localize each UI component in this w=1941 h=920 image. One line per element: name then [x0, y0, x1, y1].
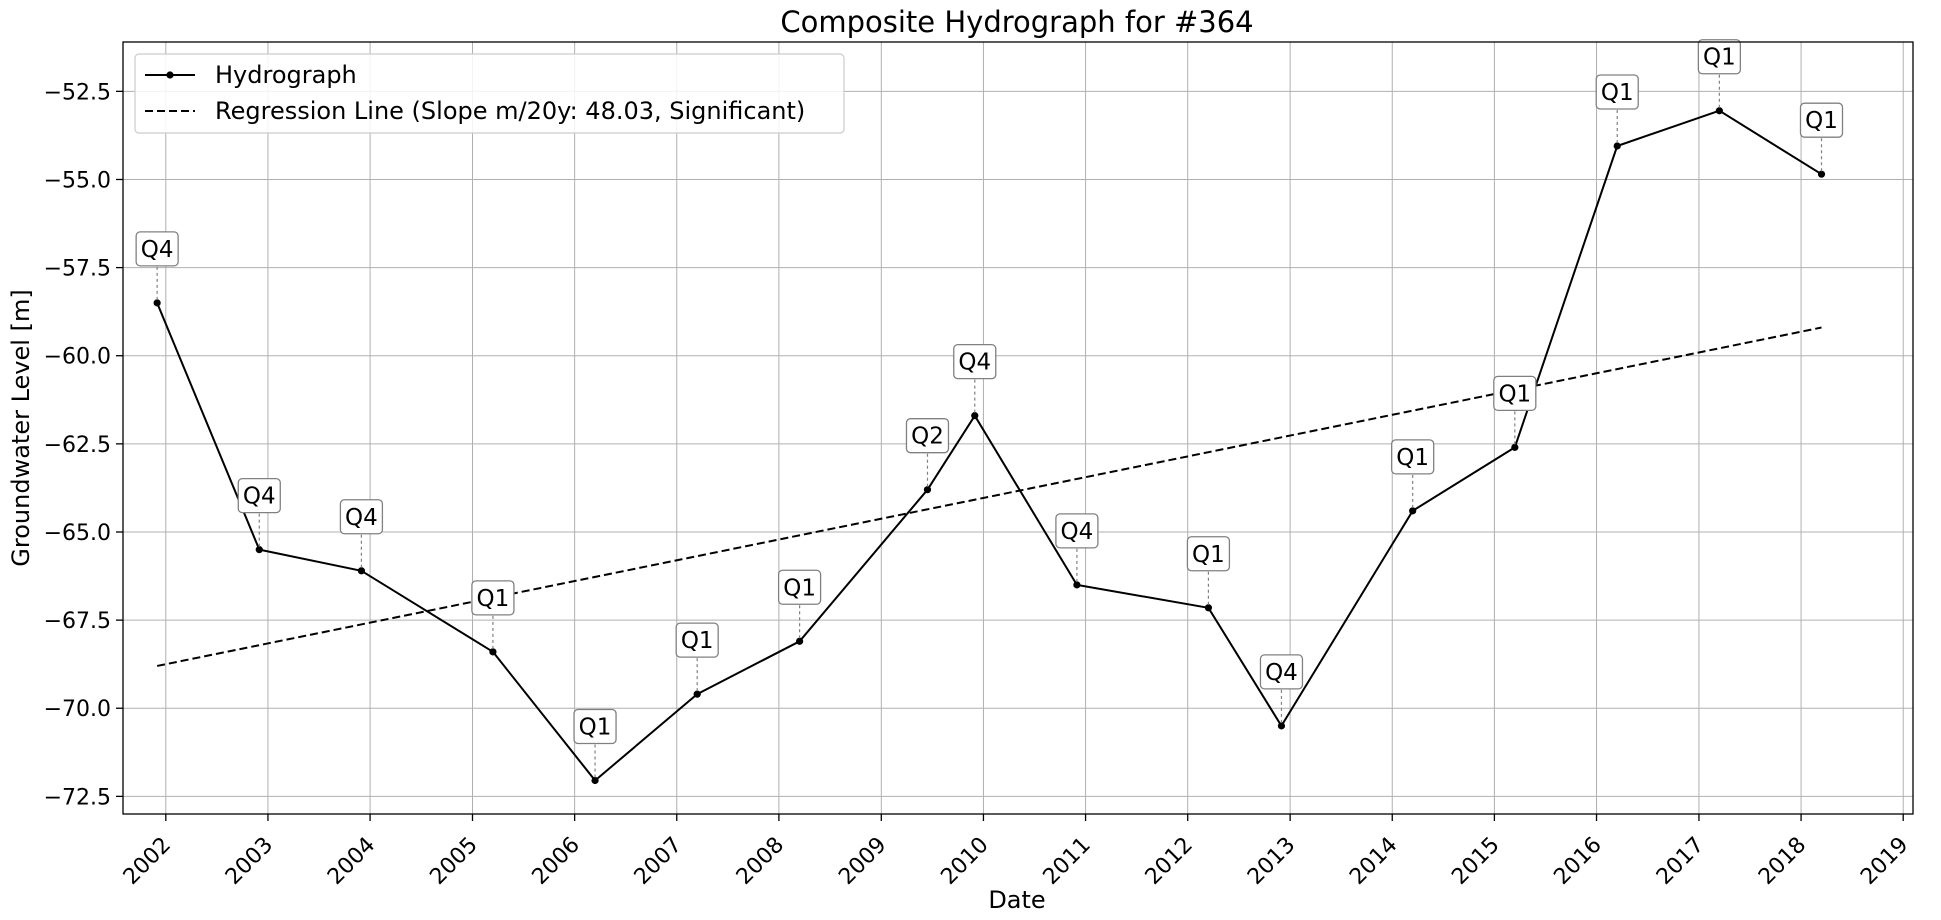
hydrograph-point — [1613, 142, 1621, 150]
annotation-box — [1595, 74, 1639, 110]
legend-regression-label: Regression Line (Slope m/20y: 48.03, Sig… — [215, 97, 805, 125]
annotations: Q4 Q4 Q4 Q1 Q1 Q1 Q1 Q2 Q4 Q4 Q1 Q4 Q1 Q1 Q1 Q1 Q1 — [135, 39, 1844, 778]
y-tick-label: −52.5 — [44, 80, 111, 105]
hydrograph-point — [1204, 604, 1213, 612]
y-tick-label: −70.0 — [44, 697, 111, 722]
annotation-box — [339, 499, 384, 535]
hydrograph-point — [1511, 443, 1519, 451]
legend-box — [134, 53, 845, 134]
annotation-label: Q2 — [911, 424, 944, 450]
annotation-box — [237, 477, 281, 514]
hydrograph-point — [357, 567, 366, 575]
hydrograph-point — [1409, 507, 1417, 515]
annotation-box — [1055, 513, 1099, 549]
regression-line — [156, 326, 1822, 667]
annotation-label: Q1 — [783, 575, 816, 601]
hydrograph-point — [153, 299, 161, 307]
annotation-label: Q1 — [1396, 445, 1429, 471]
annotation-label: Q1 — [1601, 80, 1634, 106]
y-tick-label: −72.5 — [44, 785, 111, 810]
x-axis-title: Date — [988, 886, 1045, 914]
hydrograph-point — [489, 648, 497, 656]
y-tick-label: −67.5 — [44, 609, 111, 634]
legend-hydrograph-marker — [166, 71, 174, 79]
annotation-box — [1259, 654, 1304, 690]
annotation-box — [1799, 102, 1844, 138]
legend: Hydrograph Regression Line (Slope m/20y:… — [134, 53, 845, 134]
annotation-label: Q1 — [1703, 45, 1736, 71]
y-tick-label: −55.0 — [44, 168, 111, 193]
y-tick-label: −60.0 — [44, 345, 111, 370]
y-tick-label: −57.5 — [44, 257, 111, 282]
annotation-label: Q4 — [1061, 519, 1094, 545]
y-axis-title: Groundwater Level [m] — [7, 289, 35, 566]
annotation-box — [135, 231, 179, 267]
annotation-box — [1493, 375, 1537, 412]
annotation-label: Q1 — [681, 628, 714, 654]
annotation-label: Q1 — [1498, 381, 1531, 407]
annotation-box — [1391, 439, 1435, 475]
hydrograph-point — [1817, 170, 1826, 178]
plot-frame — [122, 41, 1914, 815]
hydrograph-point — [1715, 107, 1723, 115]
hydrograph-point — [591, 776, 599, 785]
grid — [123, 42, 1913, 814]
annotation-label: Q4 — [243, 484, 276, 510]
y-tick-label: −65.0 — [44, 521, 111, 546]
y-tick-label: −62.5 — [44, 433, 111, 458]
hydrograph-point — [796, 637, 804, 645]
series-layer — [153, 107, 1826, 785]
annotation-label: Q4 — [141, 237, 174, 263]
annotation-label: Q1 — [579, 715, 612, 741]
annotation-box — [675, 622, 719, 658]
annotation-box — [471, 580, 515, 616]
annotation-label: Q4 — [1265, 660, 1298, 686]
annotation-box — [777, 569, 822, 605]
hydrograph-point — [1277, 722, 1286, 730]
chart-title: Composite Hydrograph for #364 — [780, 5, 1253, 39]
annotation-label: Q1 — [1805, 108, 1838, 134]
annotation-box — [1697, 39, 1742, 75]
annotation-box — [905, 418, 950, 454]
annotation-box — [1186, 536, 1231, 572]
hydrograph-point — [923, 486, 932, 494]
hydrograph-point — [1073, 581, 1081, 589]
annotation-label: Q1 — [477, 586, 510, 612]
annotation-label: Q4 — [345, 505, 378, 531]
hydrograph-point — [255, 546, 263, 554]
annotation-label: Q1 — [1192, 542, 1225, 568]
hydrograph-point — [693, 690, 701, 698]
legend-hydrograph-label: Hydrograph — [215, 61, 357, 89]
annotation-box — [573, 708, 617, 745]
annotation-box — [953, 344, 997, 380]
annotation-label: Q4 — [958, 350, 991, 376]
hydrograph-point — [971, 412, 979, 420]
